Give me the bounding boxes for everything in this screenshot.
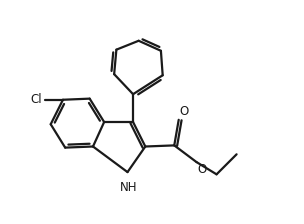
Text: O: O bbox=[198, 163, 207, 176]
Text: Cl: Cl bbox=[31, 93, 43, 106]
Text: O: O bbox=[180, 105, 189, 118]
Text: NH: NH bbox=[120, 181, 137, 194]
